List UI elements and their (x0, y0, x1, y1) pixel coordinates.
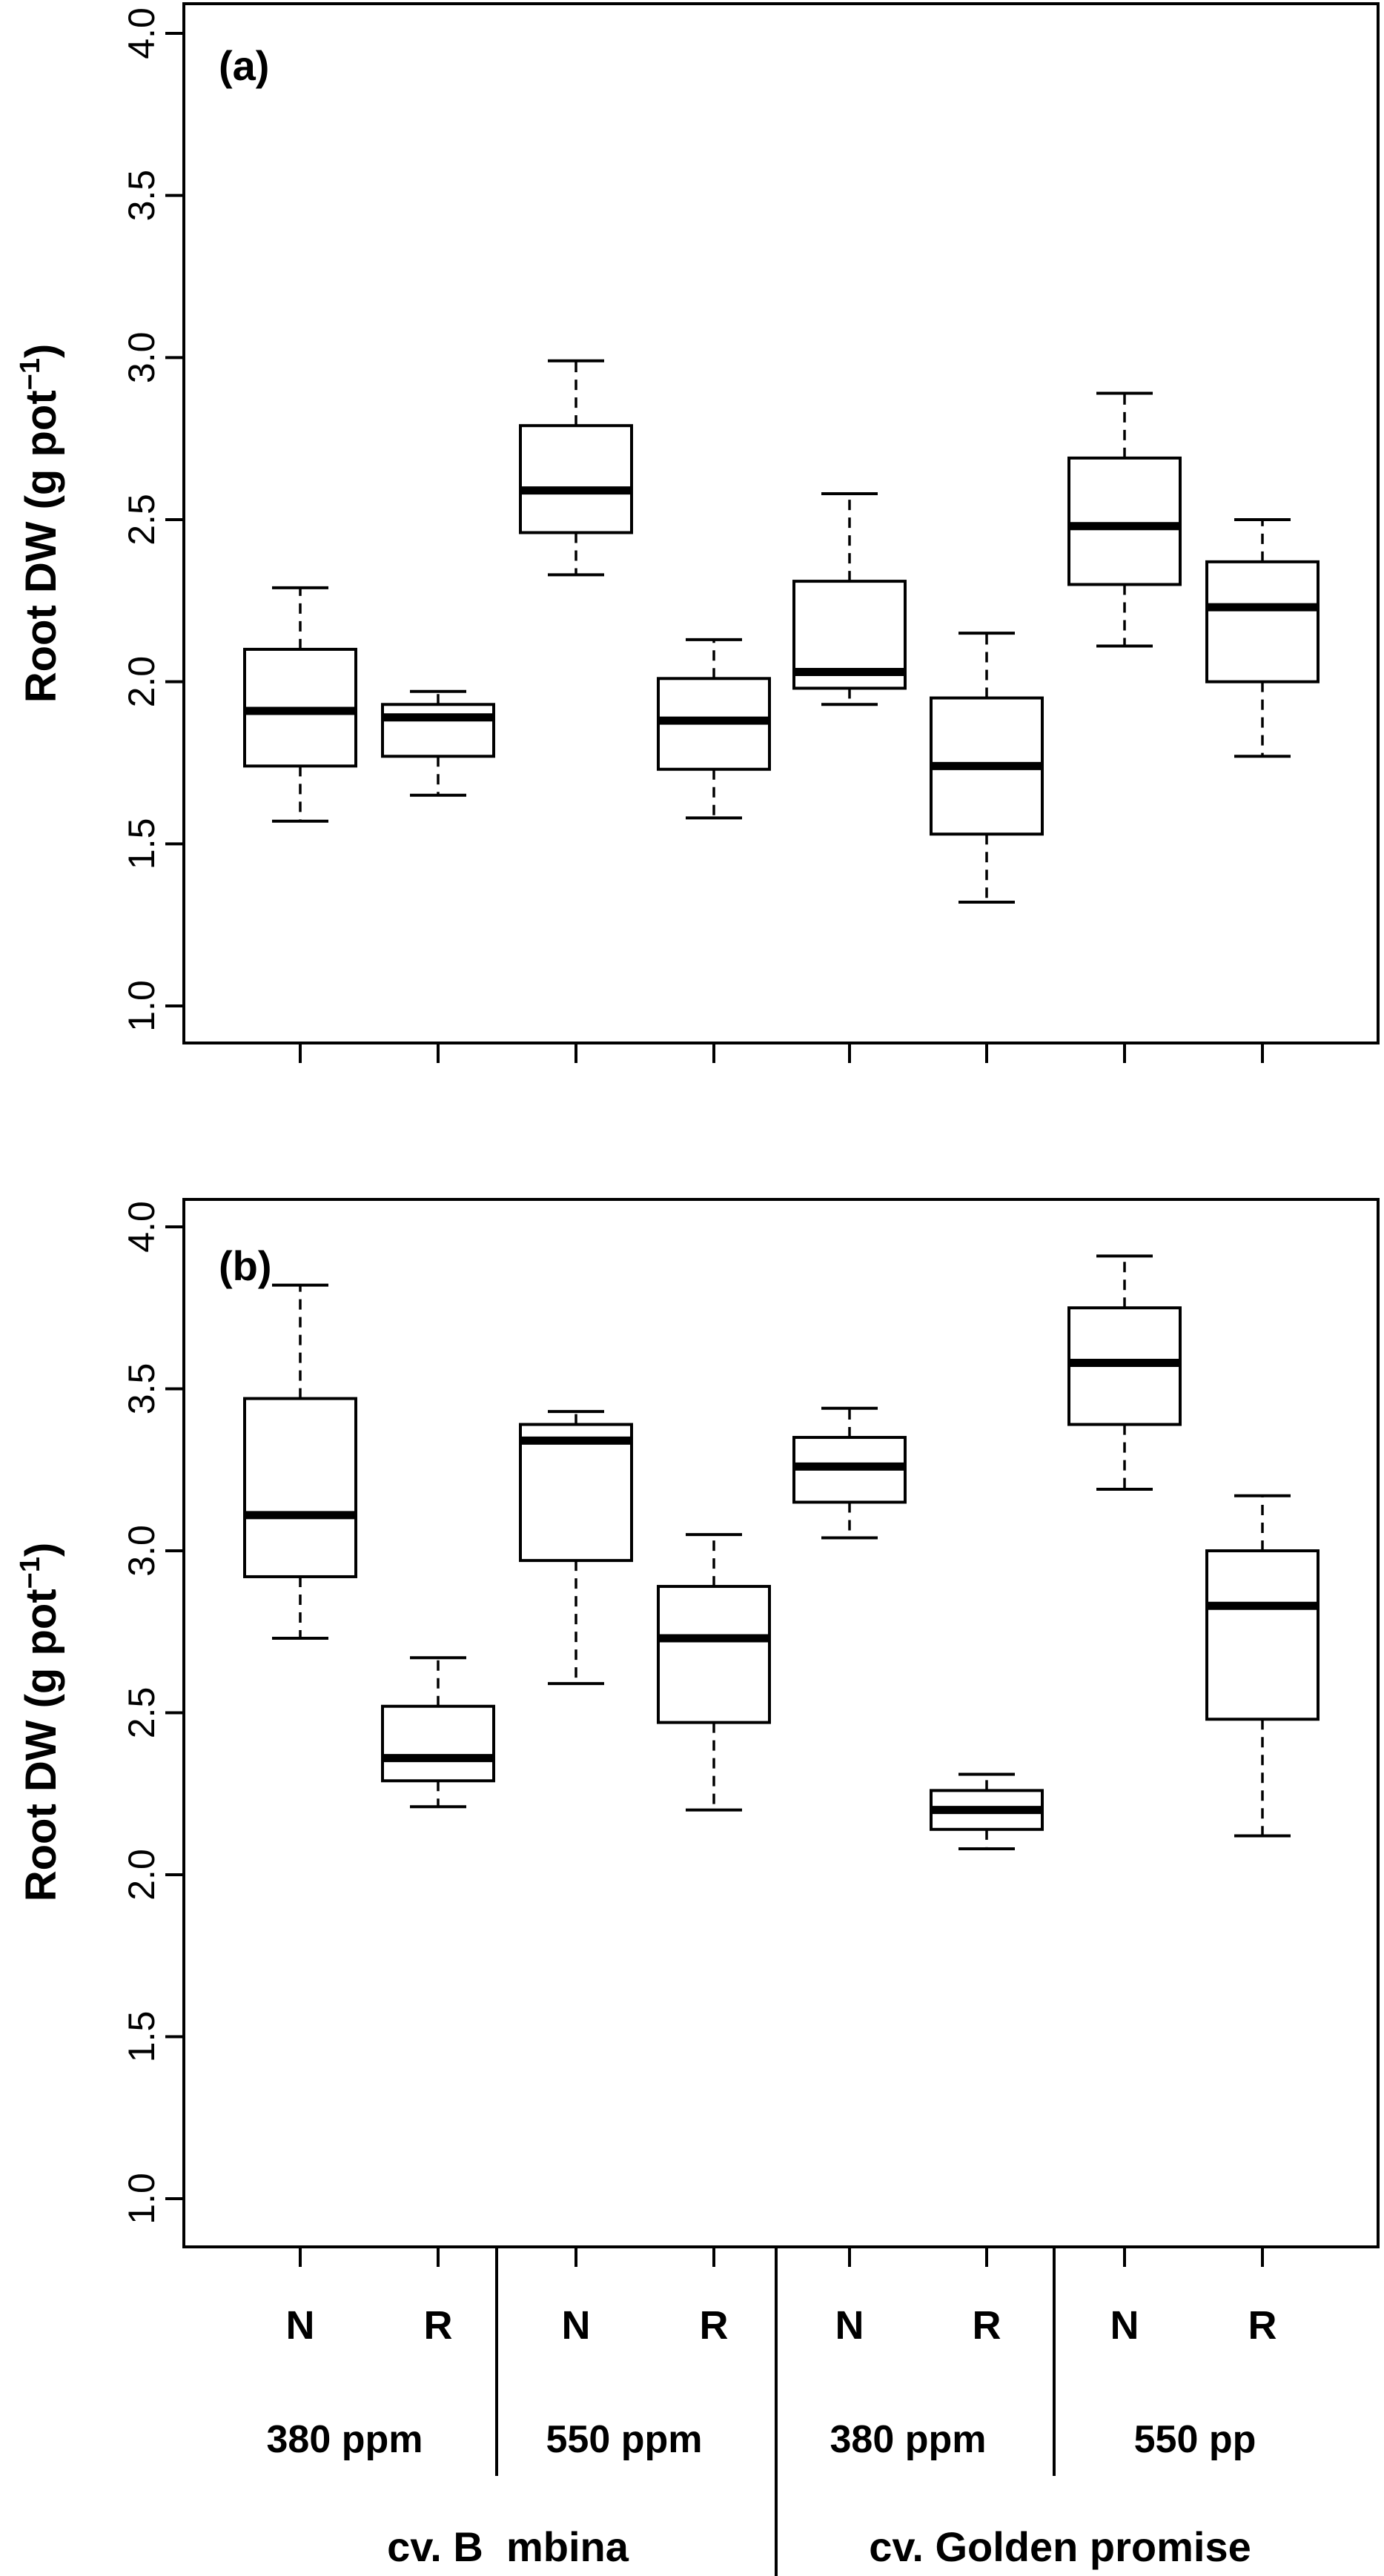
boxes-a (243, 359, 1320, 904)
co2-label-4: 550 pp (1134, 2418, 1256, 2461)
y-axis-label-superscript-a: −1 (15, 358, 46, 390)
co2-label-3: 380 ppm (830, 2418, 987, 2461)
x-ticks-a (299, 1043, 1264, 1063)
iqr-box (519, 424, 633, 534)
plot-frame-b (182, 1198, 1380, 2248)
plot-frame-a (182, 2, 1380, 1044)
box-b-3 (519, 1410, 633, 1686)
y-axis-a: 1.0 1.5 2.0 2.5 3.0 3.5 4.0 (121, 7, 184, 1032)
panel-label-b: (b) (219, 1242, 272, 1289)
iqr-box (381, 1704, 495, 1783)
y-axis-b: 1.0 1.5 2.0 2.5 3.0 3.5 4.0 (121, 1201, 184, 2225)
y-tick-label-a-5: 3.5 (121, 170, 162, 222)
x-category-label-4: R (700, 2303, 729, 2348)
y-axis-label-b: Root DW (g pot−1) (15, 1543, 65, 1902)
panel-b: (b) 1.0 1.5 2.0 2.5 3.0 3.5 4.0 Root DW (g pot… (15, 1198, 1380, 2267)
box-a-2 (381, 689, 495, 797)
cultivar-labels: cv. B mbina cv. Golden promise (387, 2523, 1251, 2570)
y-tick-label-b-1: 1.5 (121, 2011, 162, 2063)
panel-a: (a) 1.0 1.5 2.0 2.5 3.0 3.5 4.0 Root DW (g pot… (15, 2, 1380, 1063)
box-a-5 (792, 492, 907, 706)
box-a-4 (657, 638, 771, 820)
box-b-6 (930, 1772, 1044, 1851)
x-ticks-b (299, 2247, 1264, 2267)
box-a-8 (1205, 518, 1320, 758)
box-b-8 (1205, 1494, 1320, 1838)
x-category-label-3: N (562, 2303, 591, 2348)
box-b-7 (1067, 1254, 1182, 1491)
y-tick-label-a-2: 2.0 (121, 656, 162, 708)
box-a-7 (1067, 391, 1182, 648)
y-tick-label-b-3: 2.5 (121, 1687, 162, 1739)
y-tick-label-b-6: 4.0 (121, 1201, 162, 1253)
box-a-6 (930, 632, 1044, 904)
y-tick-label-b-0: 1.0 (121, 2173, 162, 2225)
co2-label-2: 550 ppm (546, 2418, 703, 2461)
co2-label-1: 380 ppm (267, 2418, 423, 2461)
iqr-box (657, 1585, 771, 1724)
iqr-box (1205, 560, 1320, 683)
iqr-box (1205, 1549, 1320, 1721)
x-category-label-7: N (1110, 2303, 1139, 2348)
y-tick-label-b-2: 2.0 (121, 1849, 162, 1901)
group-separators (495, 2247, 1056, 2576)
x-category-label-5: N (835, 2303, 864, 2348)
box-b-2 (381, 1656, 495, 1809)
x-category-label-1: N (286, 2303, 315, 2348)
iqr-box (1067, 456, 1182, 586)
iqr-box (519, 1423, 633, 1563)
cultivar-label-2: cv. Golden promise (869, 2523, 1251, 2570)
y-axis-label-superscript-b: −1 (15, 1557, 46, 1589)
y-tick-label-b-5: 3.5 (121, 1363, 162, 1415)
box-a-1 (243, 586, 357, 823)
y-tick-label-b-4: 3.0 (121, 1525, 162, 1577)
box-b-1 (243, 1283, 357, 1640)
iqr-box (243, 1397, 357, 1578)
y-tick-label-a-6: 4.0 (121, 7, 162, 59)
box-b-4 (657, 1533, 771, 1812)
x-category-label-8: R (1248, 2303, 1277, 2348)
y-tick-label-a-0: 1.0 (121, 980, 162, 1032)
y-tick-label-a-4: 3.0 (121, 332, 162, 384)
panel-label-a: (a) (219, 42, 269, 89)
y-tick-label-a-1: 1.5 (121, 818, 162, 870)
box-b-5 (792, 1406, 907, 1540)
y-tick-label-a-3: 2.5 (121, 494, 162, 546)
iqr-box (381, 703, 495, 758)
x-category-label-2: R (424, 2303, 453, 2348)
y-axis-label-a: Root DW (g pot−1) (15, 344, 65, 703)
boxes-b (243, 1254, 1320, 1851)
box-a-3 (519, 359, 633, 577)
cultivar-label-1: cv. B mbina (387, 2523, 629, 2570)
co2-labels: 380 ppm 550 ppm 380 ppm 550 pp (267, 2418, 1256, 2461)
x-category-label-6: R (973, 2303, 1001, 2348)
